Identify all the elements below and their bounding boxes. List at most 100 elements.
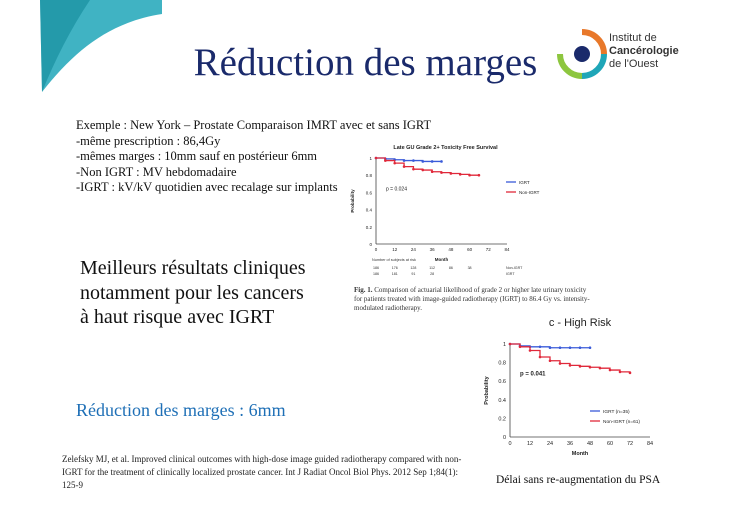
series-point — [558, 362, 562, 365]
y-tick-label: 1 — [503, 342, 506, 348]
result-line: à haut risque avec IGRT — [80, 306, 275, 328]
series-point — [477, 173, 481, 177]
series-point — [468, 173, 471, 177]
x-axis-label: Month — [435, 257, 449, 262]
x-tick-label: 0 — [508, 441, 511, 447]
series-point — [374, 156, 378, 160]
at-risk-row-label: IGRT — [506, 272, 515, 276]
series-point — [440, 171, 443, 174]
series-point — [558, 346, 562, 350]
at-risk-value: 91 — [411, 272, 415, 276]
x-tick-label: 36 — [567, 441, 573, 447]
x-tick-label: 60 — [607, 441, 613, 447]
at-risk-value: 28 — [430, 272, 434, 276]
at-risk-value: 181 — [392, 272, 398, 276]
psa-note: Délai sans re-augmentation du PSA — [496, 474, 661, 486]
reference-text: Zelefsky MJ, et al. Improved clinical ou… — [62, 454, 462, 490]
chart-title: c - High Risk — [549, 317, 612, 329]
x-tick-label: 36 — [430, 247, 436, 252]
y-tick-label: 0.4 — [366, 208, 373, 213]
x-tick-label: 72 — [627, 441, 633, 447]
series-point — [548, 346, 552, 350]
x-tick-label: 24 — [411, 247, 417, 252]
series-point — [628, 371, 632, 375]
series-line — [376, 157, 479, 176]
series-point — [440, 160, 443, 163]
bullet-item: -Non IGRT : MV hebdomadaire — [76, 164, 237, 179]
series-point — [412, 167, 415, 171]
logo-line-3: de l'Ouest — [609, 58, 659, 70]
series-point — [538, 345, 542, 349]
legend-label: IGRT (n=35) — [603, 409, 630, 415]
at-risk-value: 38 — [468, 266, 472, 270]
y-axis-label: Probability — [350, 189, 355, 213]
chart-title: Late GU Grade 2+ Toxicity Free Survival — [393, 145, 498, 151]
series-point — [430, 160, 434, 163]
toxicity-chart: Late GU Grade 2+ Toxicity Free Survival 0… — [350, 145, 540, 276]
series-point — [548, 359, 552, 363]
y-tick-label: 1 — [369, 156, 372, 161]
figure-caption-label: Fig. 1. — [354, 286, 373, 294]
figure-caption-text: Comparison of actuarial likelihood of gr… — [354, 286, 590, 312]
series-point — [508, 342, 512, 346]
x-tick-label: 0 — [375, 247, 378, 252]
y-tick-label: 0.6 — [498, 379, 506, 385]
series-point — [568, 346, 572, 350]
example-heading: Exemple : New York – Prostate Comparaiso… — [76, 118, 432, 132]
series-point — [430, 170, 434, 174]
legend-label: Non-IGRT (n=61) — [603, 419, 640, 425]
x-tick-label: 48 — [587, 441, 593, 447]
p-value-annotation: p = 0.041 — [520, 372, 546, 378]
at-risk-value: 186 — [373, 272, 379, 276]
legend-label: Non-IGRT — [519, 190, 540, 195]
series-point — [588, 365, 592, 369]
y-tick-label: 0.2 — [366, 225, 373, 230]
y-tick-label: 0.2 — [498, 416, 506, 422]
series-point — [449, 172, 453, 175]
series-point — [412, 159, 415, 162]
bullet-item: -même prescription : 86,4Gy — [76, 133, 221, 148]
at-risk-label: Number of subjects at risk — [372, 258, 416, 262]
y-tick-label: 0 — [503, 435, 506, 441]
bullet-item: -IGRT : kV/kV quotidien avec recalage su… — [76, 180, 338, 194]
x-tick-label: 48 — [448, 247, 454, 252]
at-risk-value: 86 — [449, 266, 453, 270]
x-tick-label: 84 — [504, 247, 510, 252]
y-tick-label: 0.8 — [366, 173, 373, 178]
at-risk-value: 176 — [392, 266, 398, 270]
series-point — [458, 173, 462, 176]
at-risk-value: 112 — [429, 266, 435, 270]
series-point — [608, 368, 612, 372]
result-line: Meilleurs résultats cliniques — [80, 257, 306, 279]
y-tick-label: 0.4 — [498, 398, 506, 404]
high-risk-chart: c - High Risk 0 12 24 36 48 60 72 84 0 0.2 0.4 0.6 0.… — [484, 317, 653, 457]
p-value-annotation: p = 0.024 — [386, 187, 407, 193]
at-risk-value: 128 — [410, 266, 416, 270]
x-tick-label: 60 — [467, 247, 473, 252]
series-point — [528, 349, 532, 352]
logo-line-2: Cancérologie — [609, 45, 679, 57]
series-point — [588, 346, 592, 350]
series-point — [421, 160, 425, 163]
bullet-item: -mêmes marges : 10mm sauf en postérieur … — [76, 149, 318, 163]
series-point — [393, 161, 397, 165]
results-text: Meilleurs résultats cliniques notamment … — [80, 256, 306, 330]
example-block: Exemple : New York – Prostate Comparaiso… — [76, 118, 431, 196]
series-point — [568, 364, 572, 367]
slide-title: Réduction des marges — [193, 41, 538, 84]
series-point — [518, 345, 522, 349]
logo-text: Institut de Cancérologie de l'Ouest — [609, 32, 679, 71]
series-point — [421, 168, 425, 172]
logo-line-1: Institut de — [609, 32, 657, 44]
x-tick-label: 72 — [486, 247, 492, 252]
x-tick-label: 84 — [647, 441, 653, 447]
series-point — [402, 165, 406, 168]
at-risk-row-label: Non-IGRT — [506, 266, 523, 270]
y-tick-label: 0 — [369, 242, 372, 247]
x-tick-label: 12 — [392, 247, 398, 252]
corner-swoosh — [40, 0, 162, 92]
legend-label: IGRT — [519, 180, 530, 185]
series-point — [402, 159, 406, 162]
logo-icon — [557, 29, 607, 79]
series-point — [618, 370, 622, 374]
